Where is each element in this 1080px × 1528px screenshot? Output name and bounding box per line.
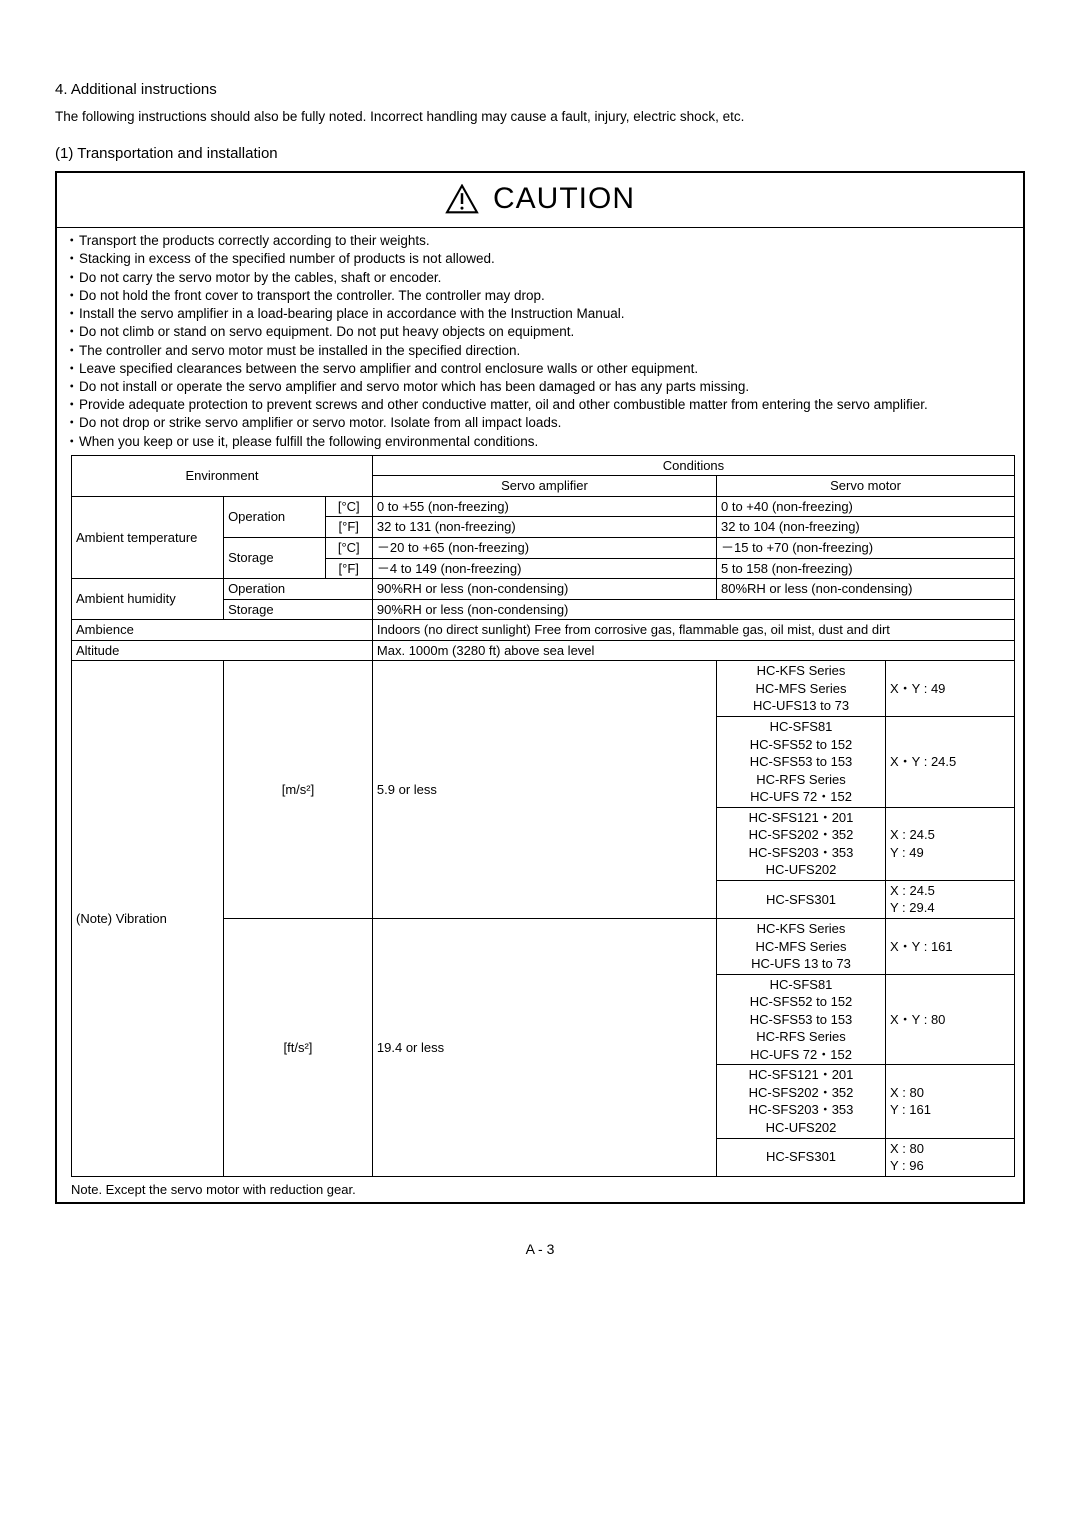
caution-bullet-list: ・Transport the products correctly accord… <box>57 228 1023 453</box>
cell-operation: Operation <box>224 496 326 537</box>
bullet-item: ・The controller and servo motor must be … <box>65 342 1015 360</box>
bullet-item: ・Do not hold the front cover to transpor… <box>65 287 1015 305</box>
cell-unit-f: [°F] <box>325 517 372 538</box>
bullet-text: Install the servo amplifier in a load-be… <box>79 305 1015 323</box>
bullet-text: Do not carry the servo motor by the cabl… <box>79 269 1015 287</box>
bullet-text: Transport the products correctly accordi… <box>79 232 1015 250</box>
cell-unit-f: [°F] <box>325 558 372 579</box>
bullet-item: ・Do not climb or stand on servo equipmen… <box>65 323 1015 341</box>
cell-motor: 32 to 104 (non-freezing) <box>717 517 1015 538</box>
bullet-text: Do not drop or strike servo amplifier or… <box>79 414 1015 432</box>
bullet-item: ・Install the servo amplifier in a load-b… <box>65 305 1015 323</box>
cell-models: HC-KFS Series HC-MFS Series HC-UFS 13 to… <box>717 918 886 974</box>
bullet-dot-icon: ・ <box>65 414 79 432</box>
row-ambience-label: Ambience <box>72 620 373 641</box>
cell-amp-fts2: 19.4 or less <box>372 918 716 1176</box>
bullet-item: ・Stacking in excess of the specified num… <box>65 250 1015 268</box>
cell-models: HC-SFS301 <box>717 880 886 918</box>
bullet-dot-icon: ・ <box>65 305 79 323</box>
cell-val: X : 80 Y : 161 <box>886 1065 1015 1138</box>
cell-models: HC-SFS81 HC-SFS52 to 152 HC-SFS53 to 153… <box>717 716 886 807</box>
bullet-item: ・Provide adequate protection to prevent … <box>65 396 1015 414</box>
page-number: A - 3 <box>55 1240 1025 1259</box>
bullet-dot-icon: ・ <box>65 269 79 287</box>
cell-motor: －15 to +70 (non-freezing) <box>717 538 1015 559</box>
caution-box: CAUTION ・Transport the products correctl… <box>55 171 1025 1204</box>
cell-amp: 90%RH or less (non-condensing) <box>372 579 716 600</box>
bullet-text: Provide adequate protection to prevent s… <box>79 396 1015 414</box>
cell-amp: 32 to 131 (non-freezing) <box>372 517 716 538</box>
bullet-dot-icon: ・ <box>65 250 79 268</box>
bullet-dot-icon: ・ <box>65 287 79 305</box>
cell-models: HC-KFS Series HC-MFS Series HC-UFS13 to … <box>717 661 886 717</box>
cell-amp: 0 to +55 (non-freezing) <box>372 496 716 517</box>
bullet-text: Do not climb or stand on servo equipment… <box>79 323 1015 341</box>
bullet-dot-icon: ・ <box>65 323 79 341</box>
bullet-dot-icon: ・ <box>65 396 79 414</box>
warning-triangle-icon <box>445 184 479 214</box>
bullet-dot-icon: ・ <box>65 342 79 360</box>
cell-storage: Storage <box>224 599 373 620</box>
cell-val: X・Y : 24.5 <box>886 716 1015 807</box>
cell-amp: －4 to 149 (non-freezing) <box>372 558 716 579</box>
cell-models: HC-SFS81 HC-SFS52 to 152 HC-SFS53 to 153… <box>717 974 886 1065</box>
cell-unit-c: [°C] <box>325 496 372 517</box>
environment-table: Environment Conditions Servo amplifier S… <box>71 455 1015 1177</box>
cell-models: HC-SFS301 <box>717 1138 886 1176</box>
cell-val: Indoors (no direct sunlight) Free from c… <box>372 620 1014 641</box>
bullet-dot-icon: ・ <box>65 378 79 396</box>
bullet-text: Stacking in excess of the specified numb… <box>79 250 1015 268</box>
cell-models: HC-SFS121・201 HC-SFS202・352 HC-SFS203・35… <box>717 807 886 880</box>
bullet-item: ・Do not install or operate the servo amp… <box>65 378 1015 396</box>
th-conditions: Conditions <box>372 455 1014 476</box>
cell-storage: Storage <box>224 538 326 579</box>
cell-val: Max. 1000m (3280 ft) above sea level <box>372 640 1014 661</box>
section-title: 4. Additional instructions <box>55 80 1025 100</box>
bullet-dot-icon: ・ <box>65 360 79 378</box>
cell-motor: 5 to 158 (non-freezing) <box>717 558 1015 579</box>
cell-amp-ms2: 5.9 or less <box>372 661 716 919</box>
table-footnote: Note. Except the servo motor with reduct… <box>57 1181 1023 1203</box>
caution-header: CAUTION <box>57 173 1023 229</box>
bullet-text: When you keep or use it, please fulfill … <box>79 433 1015 451</box>
cell-unit-ms2: [m/s²] <box>224 661 373 919</box>
caution-title: CAUTION <box>493 179 635 220</box>
cell-val: X・Y : 49 <box>886 661 1015 717</box>
subsection-title: (1) Transportation and installation <box>55 144 1025 164</box>
bullet-item: ・Transport the products correctly accord… <box>65 232 1015 250</box>
cell-models: HC-SFS121・201 HC-SFS202・352 HC-SFS203・35… <box>717 1065 886 1138</box>
cell-motor: 0 to +40 (non-freezing) <box>717 496 1015 517</box>
section-intro: The following instructions should also b… <box>55 108 1025 126</box>
row-ambient-humidity-label: Ambient humidity <box>72 579 224 620</box>
row-ambient-temp-label: Ambient temperature <box>72 496 224 578</box>
cell-val: X・Y : 161 <box>886 918 1015 974</box>
cell-motor: 80%RH or less (non-condensing) <box>717 579 1015 600</box>
th-servo-motor: Servo motor <box>717 476 1015 497</box>
th-environment: Environment <box>72 455 373 496</box>
bullet-text: Do not install or operate the servo ampl… <box>79 378 1015 396</box>
bullet-dot-icon: ・ <box>65 232 79 250</box>
cell-val: 90%RH or less (non-condensing) <box>372 599 1014 620</box>
row-altitude-label: Altitude <box>72 640 373 661</box>
cell-val: X・Y : 80 <box>886 974 1015 1065</box>
bullet-text: Do not hold the front cover to transport… <box>79 287 1015 305</box>
th-servo-amplifier: Servo amplifier <box>372 476 716 497</box>
bullet-item: ・Do not drop or strike servo amplifier o… <box>65 414 1015 432</box>
cell-val: X : 80 Y : 96 <box>886 1138 1015 1176</box>
row-vibration-label: (Note) Vibration <box>72 661 224 1176</box>
cell-val: X : 24.5 Y : 49 <box>886 807 1015 880</box>
cell-unit-fts2: [ft/s²] <box>224 918 373 1176</box>
bullet-item: ・Do not carry the servo motor by the cab… <box>65 269 1015 287</box>
bullet-dot-icon: ・ <box>65 433 79 451</box>
cell-val: X : 24.5 Y : 29.4 <box>886 880 1015 918</box>
bullet-text: The controller and servo motor must be i… <box>79 342 1015 360</box>
cell-operation: Operation <box>224 579 373 600</box>
bullet-item: ・When you keep or use it, please fulfill… <box>65 433 1015 451</box>
bullet-item: ・Leave specified clearances between the … <box>65 360 1015 378</box>
bullet-text: Leave specified clearances between the s… <box>79 360 1015 378</box>
cell-amp: －20 to +65 (non-freezing) <box>372 538 716 559</box>
cell-unit-c: [°C] <box>325 538 372 559</box>
